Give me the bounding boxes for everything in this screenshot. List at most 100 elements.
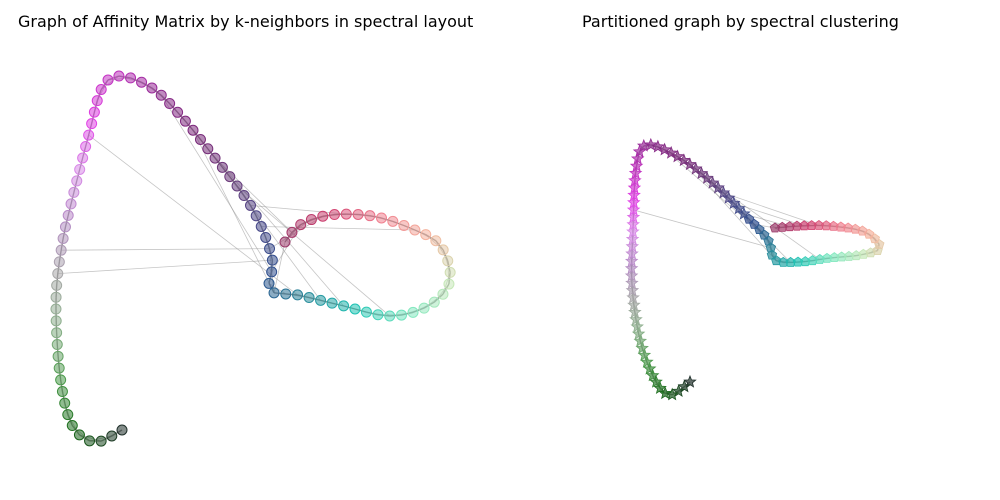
- left-graph-node: [375, 212, 387, 224]
- right-graph-node: [653, 381, 667, 395]
- left-graph-node: [264, 243, 276, 255]
- right-graph-node: [727, 196, 741, 209]
- right-graph-edge: [733, 202, 805, 227]
- right-graph-node: [628, 166, 643, 180]
- right-graph-edge: [723, 192, 820, 226]
- right-graph-node: [670, 149, 685, 163]
- left-graph-node: [84, 435, 96, 447]
- left-graph-node: [66, 420, 78, 432]
- left-graph-node: [387, 215, 399, 227]
- left-graph-node: [51, 327, 63, 339]
- left-graph-node: [315, 294, 327, 306]
- left-graph-node: [266, 254, 278, 266]
- left-graph-node: [65, 198, 77, 210]
- left-graph-node: [146, 82, 158, 94]
- right-graph-node: [644, 137, 658, 151]
- right-graph-node: [627, 297, 641, 311]
- left-graph-node: [56, 386, 68, 398]
- left-graph-edge: [261, 226, 415, 231]
- left-graph-node: [280, 288, 292, 300]
- left-graph-node: [59, 397, 71, 409]
- right-graph-node: [645, 368, 660, 382]
- left-graph-node: [349, 303, 361, 315]
- left-graph-node: [53, 256, 65, 268]
- right-graph-node: [642, 361, 657, 375]
- right-panel-title: Partitioned graph by spectral clustering: [582, 12, 899, 31]
- right-graph-node: [624, 261, 639, 275]
- left-graph-nodes: [50, 70, 456, 447]
- left-graph-edge: [273, 241, 286, 293]
- left-graph-edge: [61, 248, 270, 251]
- left-graph-node: [95, 84, 107, 96]
- left-graph-node: [443, 278, 455, 290]
- right-graph-node: [771, 255, 782, 266]
- left-graph-edge: [192, 130, 275, 294]
- right-graph-edges: [630, 144, 880, 396]
- left-graph-node: [295, 219, 307, 231]
- right-graph-node: [721, 190, 736, 204]
- left-graph-node: [340, 208, 352, 220]
- left-graph-node: [55, 244, 67, 256]
- left-graph-node: [80, 141, 92, 153]
- left-graph-node: [194, 133, 206, 145]
- right-graph-node: [635, 341, 649, 354]
- right-graph-node: [651, 139, 665, 153]
- left-graph-node: [418, 302, 430, 314]
- left-graph-node: [352, 208, 364, 220]
- left-graph-node: [437, 288, 449, 300]
- left-graph-edge: [160, 94, 273, 273]
- right-graph-node: [649, 374, 663, 388]
- left-graph-node: [74, 163, 86, 175]
- right-graph-node: [632, 144, 647, 158]
- left-graph-node: [372, 309, 384, 321]
- left-graph-node: [202, 143, 214, 155]
- left-graph-node: [136, 76, 148, 88]
- right-graph-node: [737, 206, 751, 220]
- right-graph-node: [677, 153, 691, 167]
- right-graph-edge: [633, 209, 771, 249]
- left-graph-edges: [55, 75, 451, 442]
- left-graph-node: [51, 279, 63, 291]
- left-graph-node: [396, 309, 408, 321]
- left-graph-node: [55, 374, 67, 386]
- left-graph-node: [102, 74, 114, 86]
- left-graph-node: [430, 235, 442, 247]
- left-graph-edge: [214, 157, 293, 233]
- left-graph-node: [83, 129, 95, 141]
- left-graph-node: [255, 220, 267, 232]
- right-graph-node: [630, 319, 644, 333]
- left-graph-node: [113, 70, 125, 82]
- left-graph-node: [384, 310, 396, 322]
- left-graph-node: [303, 292, 315, 304]
- left-graph-node: [338, 300, 350, 312]
- left-graph-node: [106, 430, 118, 442]
- left-graph-node: [216, 161, 228, 173]
- right-graph-node: [732, 201, 746, 215]
- right-graph-node: [628, 305, 642, 319]
- right-graph-node: [769, 222, 781, 233]
- left-graph-node: [57, 233, 69, 245]
- left-graph-node: [292, 289, 304, 301]
- left-graph-node: [77, 152, 89, 164]
- left-graph-node: [164, 98, 176, 110]
- left-graph-node: [68, 186, 80, 198]
- left-graph-node: [73, 429, 85, 441]
- right-graph-node: [629, 312, 643, 326]
- left-panel-title: Graph of Affinity Matrix by k-neighbors …: [18, 12, 474, 31]
- left-graph-node: [50, 291, 62, 303]
- left-graph-node: [224, 171, 236, 183]
- left-graph-node: [62, 409, 74, 421]
- left-graph-node: [62, 209, 74, 221]
- left-graph-node: [263, 277, 275, 289]
- left-graph-node: [360, 306, 372, 318]
- left-graph-node: [95, 435, 107, 447]
- left-graph-node: [442, 255, 454, 267]
- left-graph-node: [71, 175, 83, 187]
- left-graph-node: [305, 214, 317, 226]
- left-graph-node: [250, 210, 262, 222]
- left-graph-node: [179, 115, 191, 127]
- left-graph-node: [420, 229, 432, 241]
- left-graph-node: [116, 424, 128, 436]
- right-graph-node: [624, 268, 639, 282]
